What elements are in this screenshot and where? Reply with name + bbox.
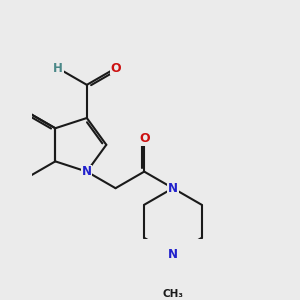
Text: N: N [82, 165, 92, 178]
Text: CH₃: CH₃ [162, 289, 183, 298]
Text: O: O [110, 62, 121, 75]
Text: O: O [139, 132, 149, 145]
Text: H: H [53, 62, 63, 75]
Text: N: N [168, 182, 178, 195]
Text: N: N [168, 248, 178, 261]
